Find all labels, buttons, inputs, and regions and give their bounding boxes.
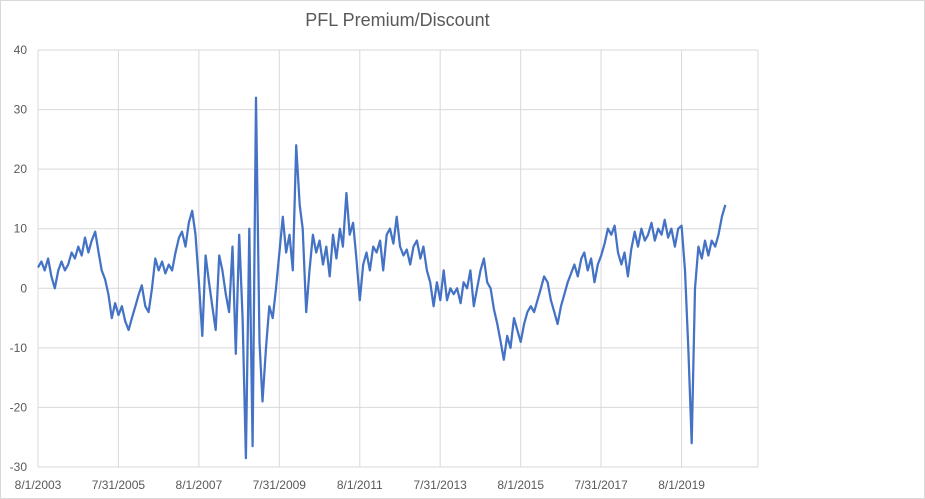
y-tick-label: -10 [10,341,28,355]
chart-title: PFL Premium/Discount [305,10,490,30]
y-tick-label: 40 [14,43,28,57]
y-tick-label: 20 [14,162,28,176]
y-tick-label: -20 [10,400,28,414]
x-tick-label: 8/1/2011 [337,478,383,492]
x-tick-label: 8/1/2019 [658,478,705,492]
series-line-1 [37,96,727,460]
y-tick-label: -30 [10,460,28,474]
x-tick-label: 8/1/2015 [497,478,544,492]
x-tick-label: 8/1/2007 [176,478,223,492]
y-tick-label: 30 [14,103,28,117]
x-tick-label: 7/31/2013 [413,478,467,492]
y-tick-label: 10 [14,222,28,236]
x-tick-label: 7/31/2005 [92,478,146,492]
x-tick-label: 7/31/2009 [253,478,307,492]
x-tick-label: 7/31/2017 [574,478,628,492]
y-tick-label: 0 [20,281,27,295]
x-tick-label: 8/1/2003 [15,478,62,492]
